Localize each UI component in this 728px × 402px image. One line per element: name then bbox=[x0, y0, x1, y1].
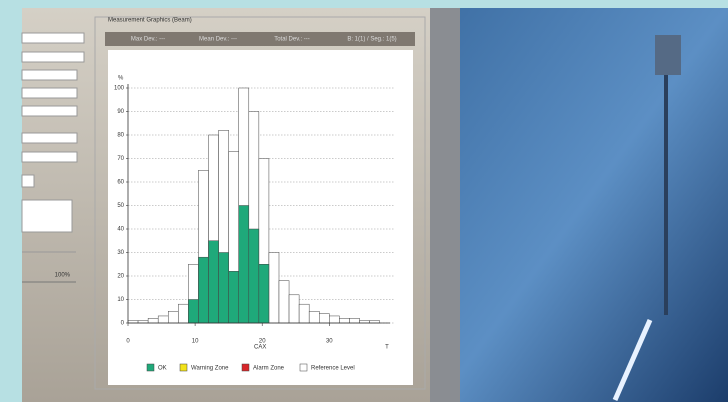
bar bbox=[198, 256, 209, 324]
progress-label: 100% bbox=[55, 273, 71, 279]
y-tick-label: 80 bbox=[117, 133, 124, 139]
y-axis-label: % bbox=[118, 76, 124, 82]
y-tick-label: 30 bbox=[117, 250, 124, 256]
legend-swatch bbox=[299, 363, 308, 372]
light-beam bbox=[612, 318, 653, 402]
group-box bbox=[94, 16, 426, 390]
monitor-frame bbox=[430, 8, 460, 402]
bar bbox=[208, 240, 219, 324]
y-tick-label: 10 bbox=[117, 297, 124, 303]
x-tick-label: 20 bbox=[259, 339, 266, 345]
bar bbox=[157, 315, 169, 324]
y-tick-label: 20 bbox=[117, 274, 124, 280]
x-axis-label: CAX bbox=[254, 345, 266, 351]
legend-label: Reference Level bbox=[311, 366, 355, 372]
legend-label: Warning Zone bbox=[191, 366, 229, 372]
bar bbox=[258, 264, 270, 324]
panel-title: Measurement Graphics (Beam) bbox=[108, 18, 192, 24]
left-panel: 100% bbox=[21, 32, 85, 283]
legend-swatch bbox=[179, 363, 188, 372]
bar bbox=[319, 313, 330, 324]
bar bbox=[268, 252, 280, 324]
status-text: B: 1(1) / Seg.: 1(5) bbox=[347, 37, 396, 43]
pole-head bbox=[655, 35, 681, 75]
y-tick-label: 0 bbox=[121, 321, 125, 327]
x-tick-label: 10 bbox=[192, 339, 199, 345]
bar bbox=[248, 228, 260, 324]
y-tick-label: 70 bbox=[117, 156, 124, 162]
field bbox=[21, 105, 78, 117]
bar bbox=[298, 303, 310, 324]
bar bbox=[168, 311, 179, 324]
status-bar: Max Dev.: --- Mean Dev.: --- Total Dev.:… bbox=[105, 32, 415, 46]
field bbox=[21, 69, 78, 81]
bar bbox=[238, 205, 250, 324]
bar bbox=[218, 252, 229, 324]
status-text: Max Dev.: --- bbox=[131, 37, 165, 43]
field bbox=[21, 174, 35, 188]
y-tick-label: 90 bbox=[117, 109, 124, 115]
bar bbox=[178, 303, 189, 324]
status-background bbox=[105, 32, 415, 46]
status-text: Mean Dev.: --- bbox=[199, 37, 237, 43]
field bbox=[21, 199, 73, 233]
field bbox=[21, 87, 78, 99]
x-tick-label: 0 bbox=[126, 339, 130, 345]
y-tick-label: 100 bbox=[114, 86, 125, 92]
x-tick-label: 30 bbox=[326, 339, 333, 345]
photo-background bbox=[440, 8, 728, 402]
bar bbox=[349, 318, 360, 324]
bar bbox=[339, 318, 350, 324]
bar bbox=[188, 299, 199, 324]
legend-label: Alarm Zone bbox=[253, 366, 285, 372]
bar bbox=[288, 294, 300, 324]
legend-swatch bbox=[146, 363, 155, 372]
field bbox=[21, 51, 85, 63]
bar bbox=[278, 280, 290, 324]
status-text: Total Dev.: --- bbox=[274, 37, 310, 43]
field bbox=[21, 32, 85, 44]
pole bbox=[664, 75, 668, 315]
bar bbox=[147, 318, 159, 324]
field bbox=[21, 151, 78, 163]
bar bbox=[228, 271, 239, 324]
legend-label: OK bbox=[158, 366, 167, 372]
bar bbox=[308, 311, 320, 324]
legend-swatch bbox=[241, 363, 250, 372]
bar bbox=[329, 315, 340, 324]
y-tick-label: 50 bbox=[117, 203, 124, 209]
field bbox=[21, 132, 78, 144]
x-axis-end-label: T bbox=[385, 345, 389, 351]
y-tick-label: 60 bbox=[117, 180, 124, 186]
y-tick-label: 40 bbox=[117, 227, 124, 233]
